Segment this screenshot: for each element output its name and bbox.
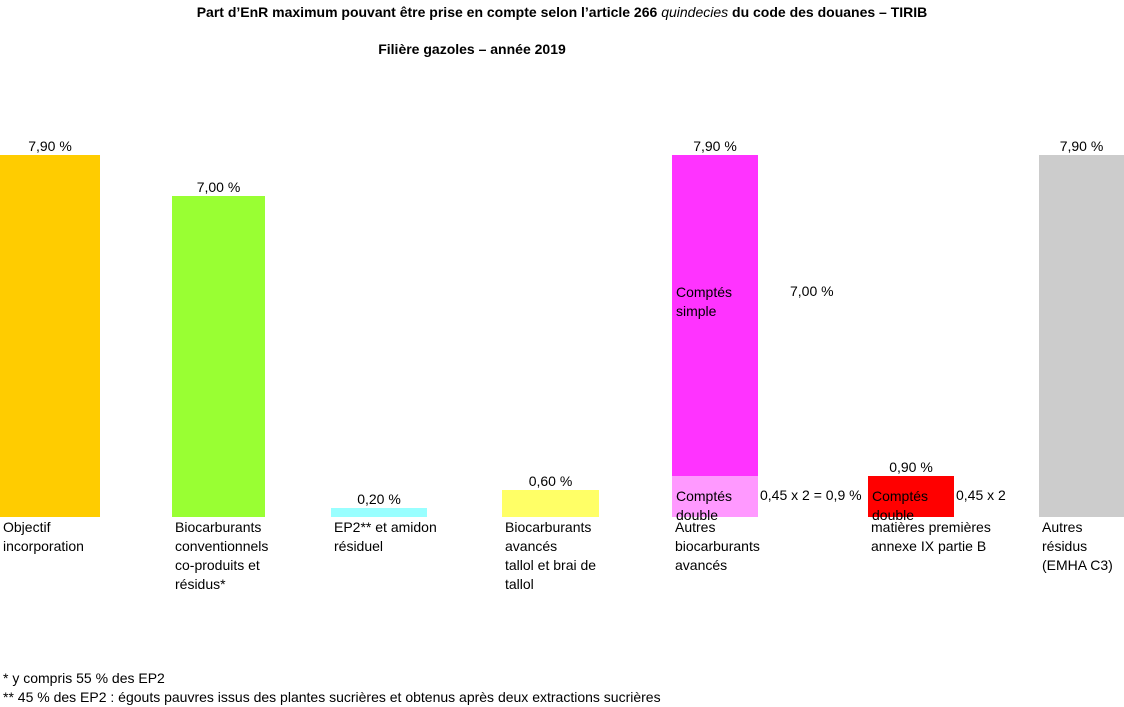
segment-label: Comptés double — [676, 488, 733, 523]
category-label: matières premières annexe IX partie B — [871, 519, 991, 554]
segment-annotation: 0,45 x 2 — [956, 487, 1006, 503]
title-italic: quindecies — [661, 4, 729, 20]
category-label: Autres biocarburants avancés — [675, 519, 760, 573]
data-label: 0,20 % — [357, 490, 401, 507]
category-label: Biocarburants avancés tallol et brai de … — [505, 519, 597, 592]
segment-label: Comptés simple — [676, 284, 733, 320]
segment-annotation: 7,00 % — [790, 283, 834, 300]
segment-label: Comptés double — [872, 488, 929, 523]
footnote-2: ** 45 % des EP2 : égouts pauvres issus d… — [3, 689, 661, 705]
bar — [1039, 155, 1124, 517]
data-label: 7,00 % — [196, 179, 241, 196]
data-label: 0,90 % — [889, 458, 933, 475]
bar-segment — [672, 155, 758, 476]
footnote-1: * y compris 55 % des EP2 — [3, 670, 165, 686]
category-label: Objectif incorporation — [3, 519, 84, 554]
bar — [0, 155, 100, 517]
bar-segment — [672, 475, 758, 517]
category-label: Biocarburants conventionnels co-produits… — [175, 519, 269, 592]
bar — [502, 489, 599, 517]
chart-title: Part d’EnR maximum pouvant être prise en… — [0, 4, 1124, 20]
data-label: 7,90 % — [1059, 138, 1104, 154]
data-label: 7,90 % — [28, 138, 72, 154]
chart-subtitle: Filière gazoles – année 2019 — [378, 41, 566, 57]
bar — [331, 507, 427, 517]
category-label: EP2** et amidon résiduel — [334, 519, 437, 554]
data-label: 7,90 % — [693, 138, 737, 154]
bar-segment — [868, 475, 954, 517]
title-part: Part d’EnR maximum pouvant être prise en… — [196, 4, 658, 20]
segment-annotation: 0,45 x 2 = 0,9 % — [760, 487, 862, 503]
data-label: 0,60 % — [528, 472, 573, 489]
bar — [172, 196, 265, 517]
title-end: du code des douanes – TIRIB — [732, 4, 928, 20]
category-label: Autres résidus (EMHA C3) — [1042, 519, 1113, 573]
